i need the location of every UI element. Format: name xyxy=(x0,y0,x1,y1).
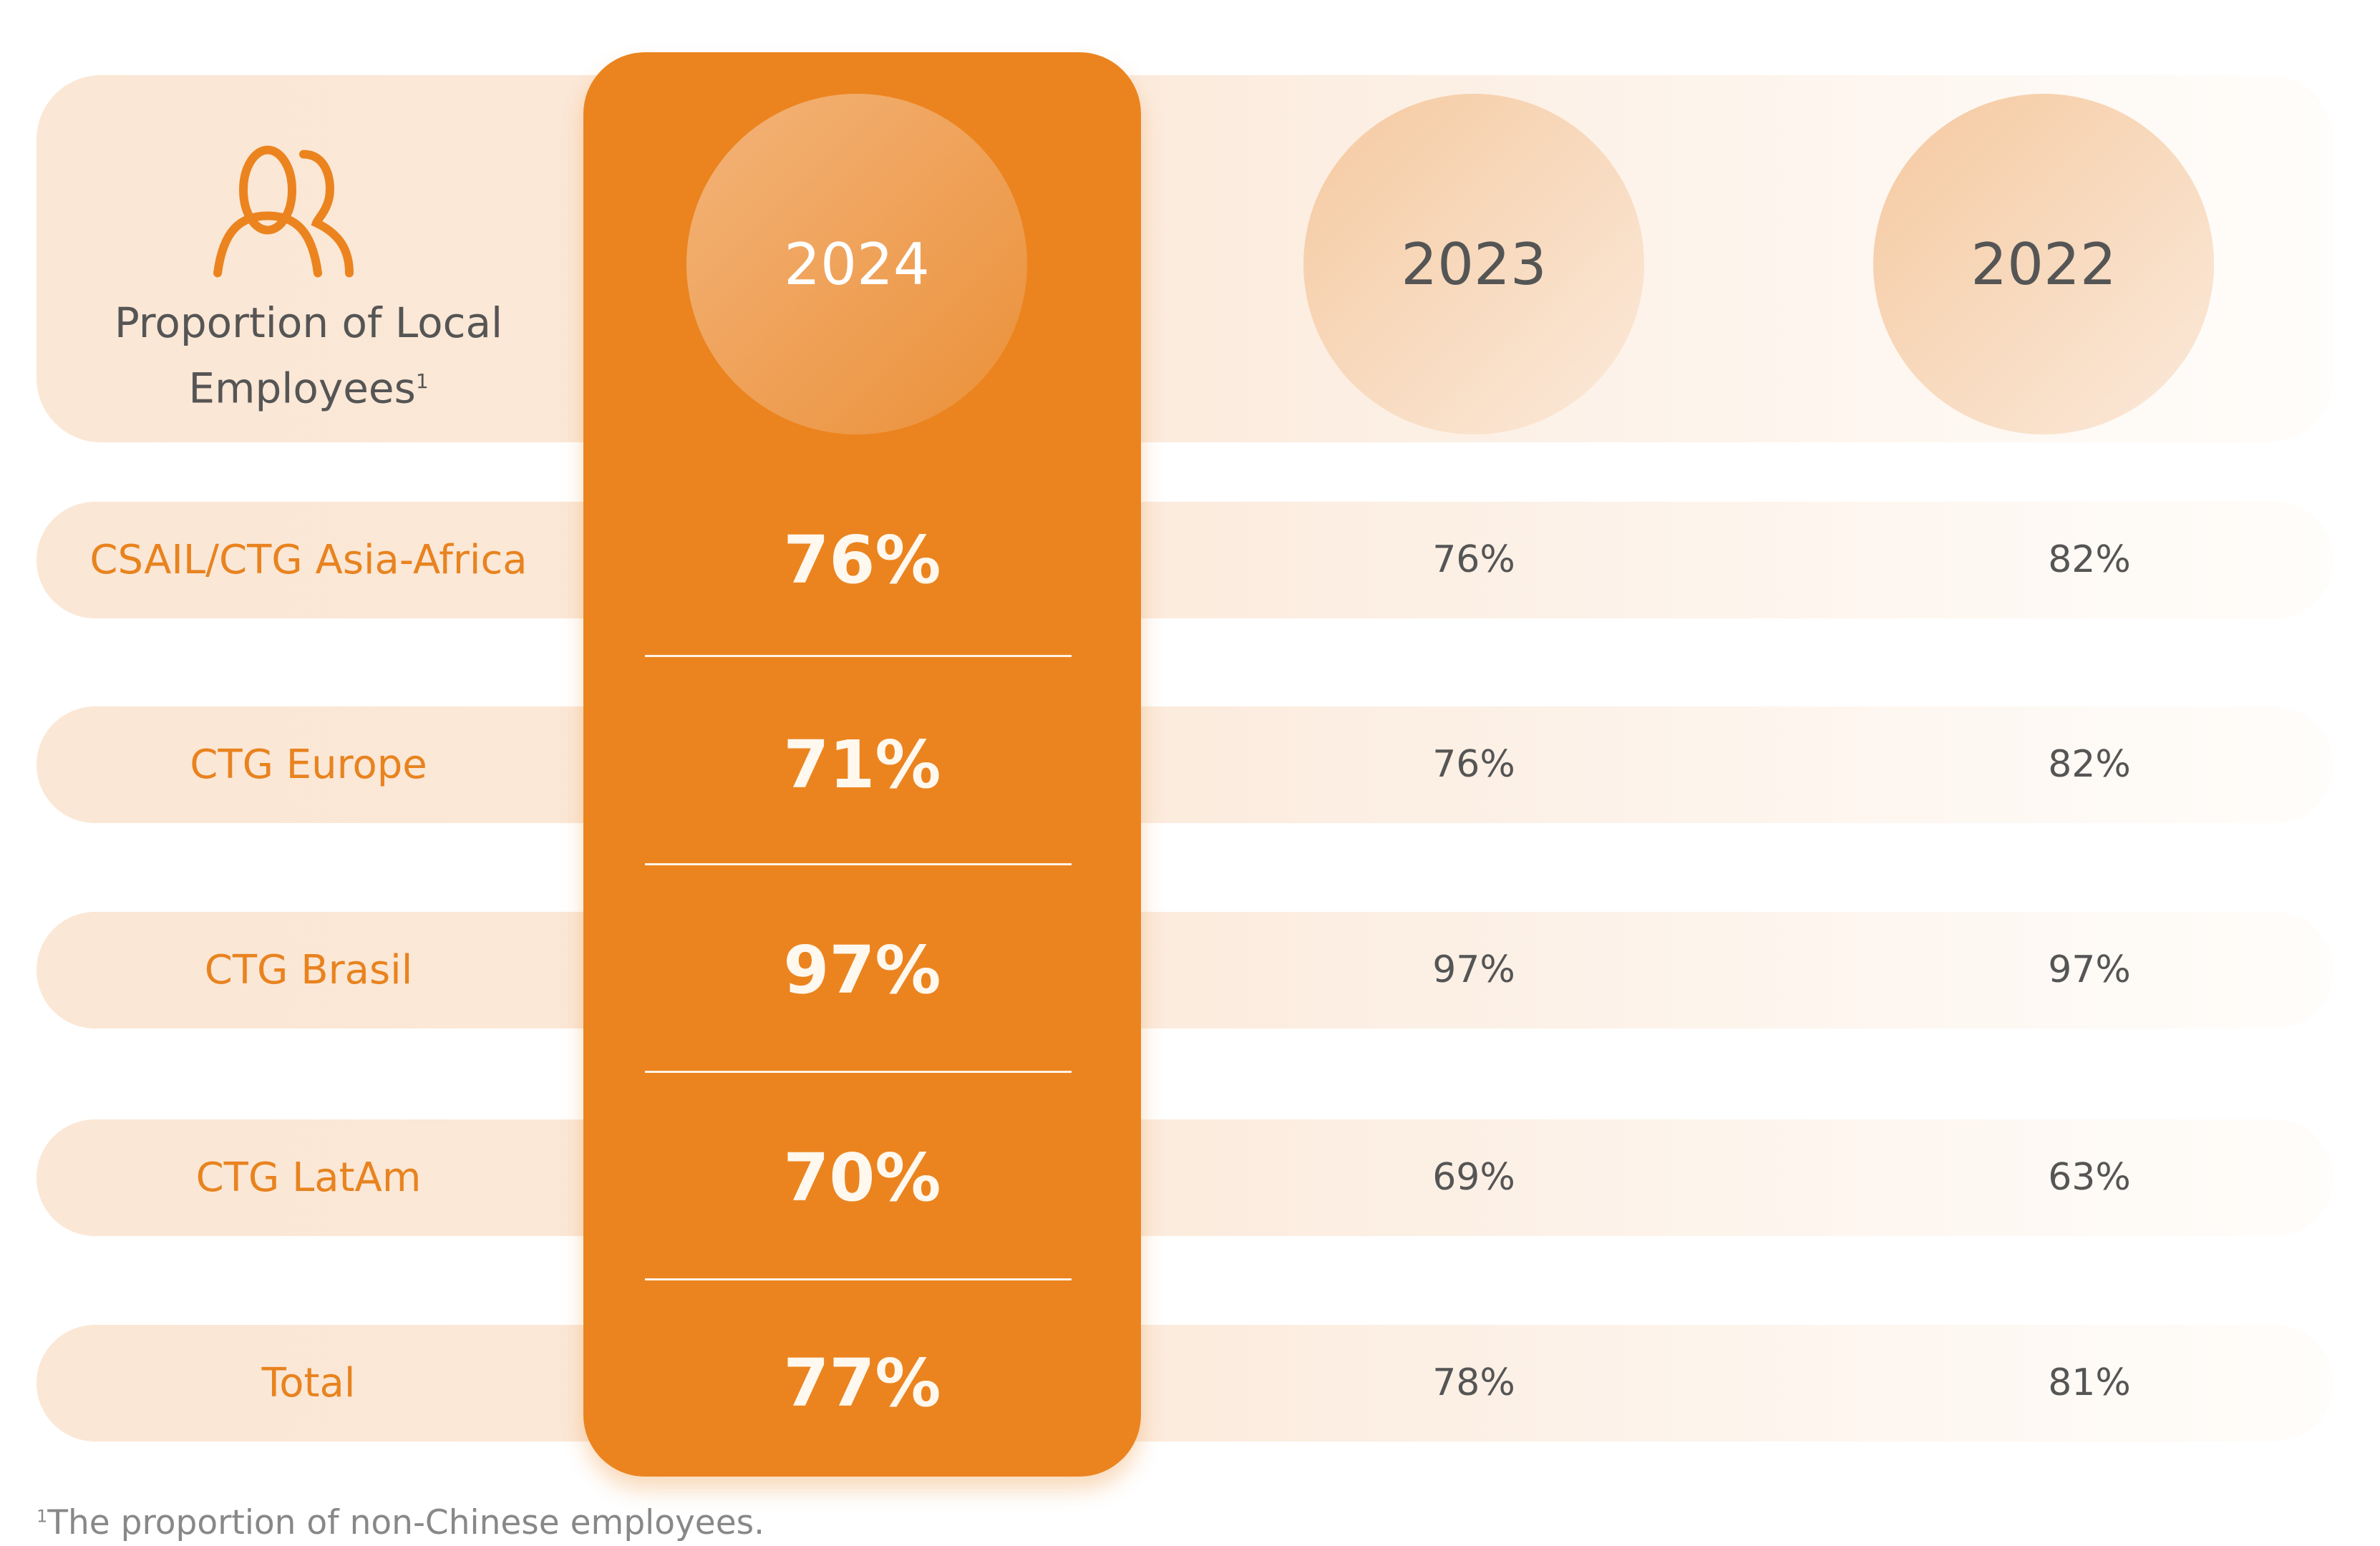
value-2023: 78% xyxy=(1432,1361,1515,1404)
footnote-mark: 1 xyxy=(415,369,429,393)
value-2024: 76% xyxy=(783,522,941,598)
value-2023: 76% xyxy=(1432,743,1515,786)
divider xyxy=(645,1278,1072,1280)
value-2023: 76% xyxy=(1432,538,1515,581)
row-band xyxy=(37,1325,2333,1442)
value-2022: 82% xyxy=(2048,538,2131,581)
divider xyxy=(645,1071,1072,1073)
value-2022: 82% xyxy=(2048,743,2131,786)
row-band xyxy=(37,912,2333,1029)
people-icon xyxy=(213,145,354,278)
row-label: CTG LatAm xyxy=(195,1154,422,1201)
value-2024: 97% xyxy=(783,932,941,1008)
value-2022: 97% xyxy=(2048,948,2131,991)
value-2022: 81% xyxy=(2048,1361,2131,1404)
row-band xyxy=(37,706,2333,823)
title-text: Proportion of Local Employees xyxy=(114,298,503,413)
row-label: CTG Europe xyxy=(190,742,427,788)
value-2024: 70% xyxy=(783,1139,941,1216)
footnote-mark: 1 xyxy=(37,1506,48,1527)
row-label: CTG Brasil xyxy=(204,947,413,993)
footnote-text: The proportion of non-Chinese employees. xyxy=(47,1503,765,1542)
year-header-2024: 2024 xyxy=(686,94,1027,434)
footnote: 1The proportion of non-Chinese employees… xyxy=(37,1503,764,1542)
value-2023: 69% xyxy=(1432,1156,1515,1199)
row-label: CSAIL/CTG Asia-Africa xyxy=(89,537,528,583)
row-band xyxy=(37,502,2333,618)
year-header-2022: 2022 xyxy=(1873,94,2214,434)
table-title: Proportion of Local Employees1 xyxy=(37,293,581,417)
row-band xyxy=(37,1119,2333,1236)
value-2023: 97% xyxy=(1432,948,1515,991)
year-header-2023: 2023 xyxy=(1303,94,1644,434)
value-2024: 71% xyxy=(783,726,941,803)
value-2022: 63% xyxy=(2048,1156,2131,1199)
row-label: Total xyxy=(261,1360,356,1406)
divider xyxy=(645,655,1072,657)
value-2024: 77% xyxy=(783,1345,941,1421)
divider xyxy=(645,863,1072,865)
